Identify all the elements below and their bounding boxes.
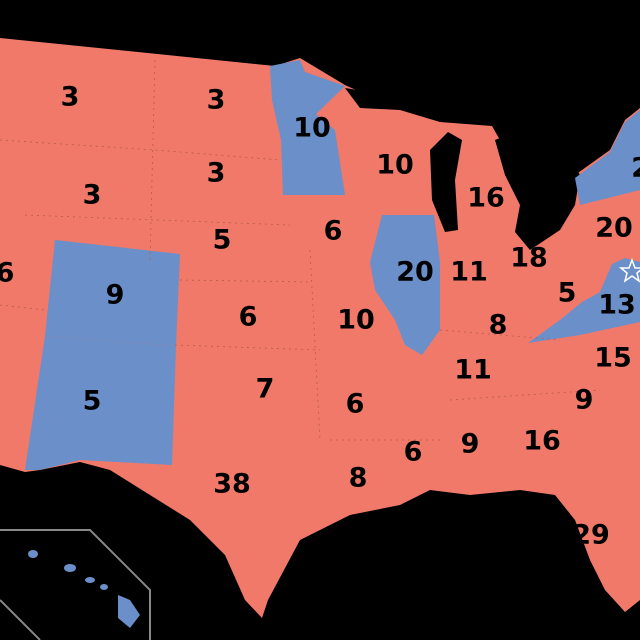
state-colorado <box>45 240 180 346</box>
label-new-york: 29 <box>631 153 640 184</box>
label-south-dakota: 3 <box>207 158 226 189</box>
label-ohio: 18 <box>510 243 548 274</box>
republican-states-base <box>0 38 640 618</box>
label-alabama: 9 <box>461 429 480 460</box>
state-new-mexico <box>25 336 176 470</box>
label-texas: 38 <box>213 469 251 500</box>
label-arkansas: 6 <box>346 389 365 420</box>
label-oklahoma: 7 <box>256 374 275 405</box>
state-new-york <box>575 110 640 205</box>
capital-star-icon <box>618 257 640 283</box>
label-iowa: 6 <box>324 216 343 247</box>
label-utah: 6 <box>0 258 14 289</box>
state-borders <box>0 59 601 441</box>
state-illinois <box>370 215 440 355</box>
label-kentucky: 8 <box>489 310 508 341</box>
democrat-states <box>25 60 640 470</box>
state-minnesota <box>270 60 345 195</box>
state-virginia <box>528 258 640 343</box>
label-colorado: 9 <box>106 280 125 311</box>
label-pennsylvania: 20 <box>595 213 633 244</box>
label-mississippi: 6 <box>404 437 423 468</box>
label-north-dakota: 3 <box>207 85 226 116</box>
electoral-vote-labels: 3 3 10 10 16 29 3 3 5 6 20 11 18 20 6 9 … <box>0 82 640 551</box>
label-virginia: 13 <box>598 290 636 321</box>
label-montana: 3 <box>61 82 80 113</box>
label-west-virginia: 5 <box>558 278 577 309</box>
label-tennessee: 11 <box>454 355 492 386</box>
lake-superior <box>345 88 440 112</box>
label-indiana: 11 <box>450 257 488 288</box>
lake-huron-erie <box>495 130 580 250</box>
label-kansas: 6 <box>239 302 258 333</box>
label-missouri: 10 <box>337 305 375 336</box>
label-nebraska: 5 <box>213 225 232 256</box>
label-florida: 29 <box>572 520 610 551</box>
label-south-carolina: 9 <box>575 385 594 416</box>
label-wyoming: 3 <box>83 180 102 211</box>
label-new-mexico: 5 <box>83 386 102 417</box>
label-illinois: 20 <box>396 257 434 288</box>
label-michigan: 16 <box>467 183 505 214</box>
label-georgia: 16 <box>523 426 561 457</box>
lake-michigan <box>430 132 462 232</box>
label-louisiana: 8 <box>349 463 368 494</box>
label-north-carolina: 15 <box>594 343 632 374</box>
label-minnesota: 10 <box>293 113 331 144</box>
label-wisconsin: 10 <box>376 150 414 181</box>
hawaii-inset <box>0 529 151 640</box>
